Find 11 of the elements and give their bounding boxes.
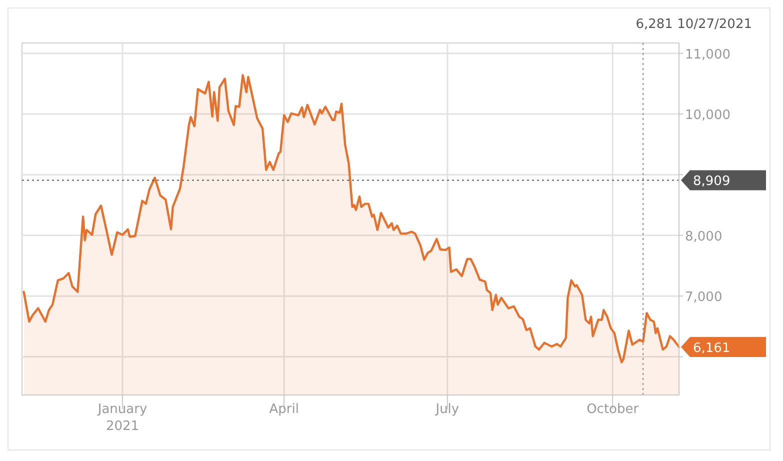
annotation: 6,161: [693, 340, 730, 356]
x-tick-label: January 2021: [96, 402, 148, 434]
x-tick-label: April: [269, 402, 299, 417]
y-tick-label: 10,000: [685, 108, 730, 124]
text: 6,281 10/27/2021: [636, 17, 752, 32]
x-tick-label: October: [586, 402, 640, 417]
y-tick-label: 7,000: [685, 290, 722, 306]
x-tick-label: July: [434, 402, 460, 417]
ref-line-label: 8,909: [693, 174, 730, 190]
y-tick-label: 11,000: [685, 47, 730, 62]
y-tick-label: 8,000: [685, 229, 722, 244]
